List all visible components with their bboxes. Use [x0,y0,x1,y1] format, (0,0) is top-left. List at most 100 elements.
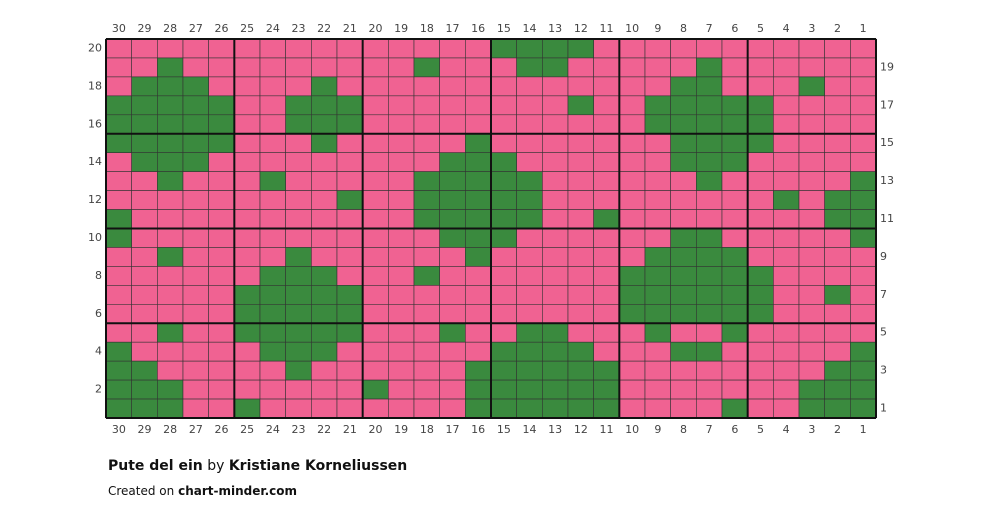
column-label: 18 [420,423,434,436]
cell [798,398,825,419]
cell [388,57,415,78]
cell [593,209,620,229]
column-label: 22 [317,22,331,35]
column-label: 26 [215,22,229,35]
created-on: Created on [108,484,175,498]
cell [413,398,440,419]
cell [259,398,286,419]
cell [388,152,415,172]
cell [516,133,543,154]
cell [619,76,646,97]
cell [465,76,492,97]
column-label: 20 [369,22,383,35]
cell [439,303,466,324]
cell [131,285,158,305]
cell [773,38,800,59]
cell [490,76,517,97]
cell [516,303,543,324]
column-label: 30 [112,423,126,436]
cell [465,38,492,59]
cell [388,133,415,154]
cell [644,266,671,286]
cell [747,38,774,59]
cell [362,133,389,154]
cell [644,209,671,229]
site-link[interactable]: chart-minder.com [178,484,297,498]
cell [516,171,543,191]
column-label: 11 [600,22,614,35]
cell [311,114,338,135]
column-label: 12 [574,22,588,35]
cell [516,152,543,172]
cell [105,76,132,97]
cell [516,209,543,229]
cell [259,38,286,59]
cell [773,285,800,305]
cell [670,133,697,154]
cell [311,152,338,172]
cell [773,95,800,116]
cell [182,171,209,191]
cell [567,190,594,210]
cell [336,95,363,116]
cell [439,247,466,267]
cell [388,398,415,419]
cell [721,285,748,305]
credit: Created on chart-minder.com [108,484,297,498]
cell [619,152,646,172]
cell [311,95,338,116]
cell [644,95,671,116]
cell [439,266,466,286]
cell [567,266,594,286]
cell [747,171,774,191]
cell [208,379,235,400]
cell [336,398,363,419]
cell [773,266,800,286]
cell [593,341,620,362]
row-label: 20 [88,41,102,54]
cell [105,266,132,286]
cell [182,152,209,172]
cell [439,209,466,229]
column-label: 29 [138,22,152,35]
cell [182,266,209,286]
cell [824,76,851,97]
column-label: 23 [292,22,306,35]
cell [567,360,594,381]
cell [388,171,415,191]
cell [619,266,646,286]
cell [516,266,543,286]
cell [850,228,877,248]
cell [696,209,723,229]
cell [516,247,543,267]
cell [208,190,235,210]
cell [721,341,748,362]
cell [490,285,517,305]
cell [465,398,492,419]
cell [157,133,184,154]
cell [336,322,363,343]
cell [567,228,594,248]
cell [208,209,235,229]
cell [388,114,415,135]
cell [644,228,671,248]
cell [336,341,363,362]
cell [567,303,594,324]
cell [439,285,466,305]
cell [644,398,671,419]
cell [747,379,774,400]
cell [285,285,312,305]
cell [542,190,569,210]
cell [336,266,363,286]
cell [311,190,338,210]
cell [516,95,543,116]
row-label: 4 [95,345,102,358]
row-label: 12 [88,193,102,206]
cell [696,171,723,191]
cell [182,303,209,324]
cell [465,133,492,154]
cell [208,266,235,286]
cell [542,228,569,248]
cell [824,228,851,248]
cell [208,247,235,267]
